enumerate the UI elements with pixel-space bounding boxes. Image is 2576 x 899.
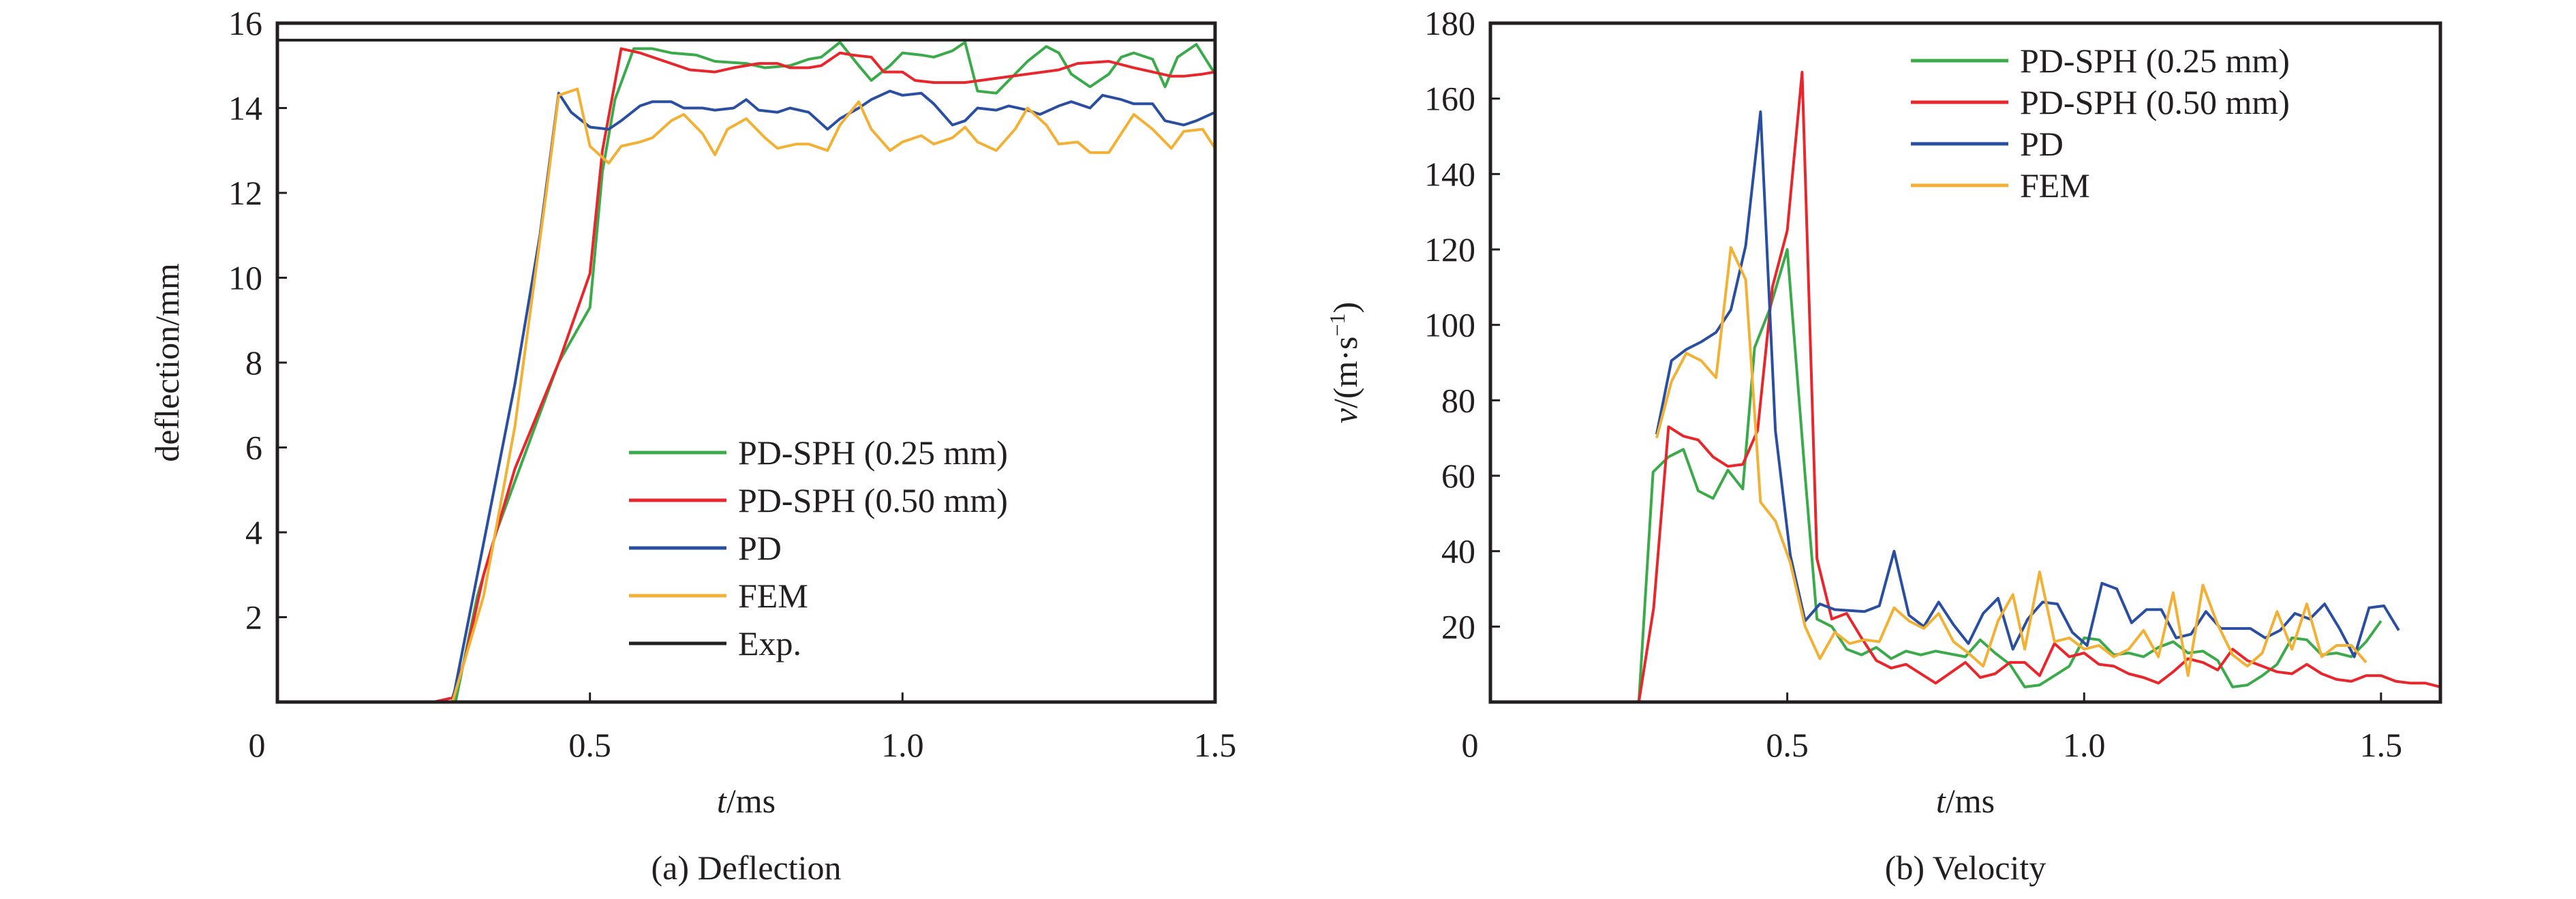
y-tick-label: 4	[245, 513, 262, 551]
legend: PD-SPH (0.25 mm) PD-SPH (0.50 mm) PD FEM Exp…	[629, 433, 1008, 662]
legend-label: FEM	[738, 577, 808, 615]
y-tick-label: 16	[228, 4, 262, 42]
x-tick-label: 1.0	[2063, 726, 2106, 764]
legend-label: PD-SPH (0.50 mm)	[2020, 83, 2290, 121]
y-axis-label-end: )	[1326, 302, 1364, 314]
y-axis-label-sup: −1	[1325, 313, 1349, 336]
y-tick-label: 14	[228, 89, 262, 127]
x-axis-label: t/ms	[717, 782, 776, 820]
series-line-pd-sph-0-25-mm-	[1637, 248, 2382, 703]
x-axis-label-unit: /ms	[726, 782, 776, 820]
legend-label: PD-SPH (0.50 mm)	[738, 481, 1008, 519]
legend-label: PD	[738, 529, 782, 567]
x-tick-label: 1.0	[881, 726, 924, 764]
y-axis-label-unit: /(m·s	[1326, 336, 1364, 408]
x-tick-label: 0	[249, 726, 266, 764]
chart-deflection: 0 0.5 1.0 1.5 2 4 6 8 10 12 14 16 t/ms deflection/mm P…	[148, 4, 1236, 887]
series-line-pd	[1655, 110, 2400, 658]
y-tick-label: 20	[1441, 607, 1475, 645]
y-tick-label: 10	[228, 259, 262, 297]
legend-label: FEM	[2020, 166, 2090, 204]
x-axis-label-var: t	[717, 782, 727, 820]
legend-label: PD-SPH (0.25 mm)	[2020, 42, 2290, 80]
legend-label: PD	[2020, 125, 2064, 163]
legend-item: PD	[1911, 125, 2064, 163]
legend-item: Exp.	[629, 624, 801, 662]
axes-frame	[1488, 21, 2442, 704]
y-tick-label: 60	[1441, 457, 1475, 495]
y-axis-label-var: v	[1326, 408, 1364, 423]
legend-item: PD-SPH (0.25 mm)	[1911, 42, 2290, 80]
series-line-fem	[450, 87, 1216, 703]
series-line-pd	[450, 89, 1216, 703]
x-tick-label: 1.5	[1194, 726, 1237, 764]
y-axis-label: deflection/mm	[148, 263, 186, 462]
y-tick-label: 160	[1424, 80, 1475, 118]
y-tick-label: 100	[1424, 306, 1475, 344]
series-line-pd-sph-0-25-mm-	[433, 41, 1216, 703]
legend-label: Exp.	[738, 624, 801, 662]
legend-item: PD	[629, 529, 782, 567]
y-tick-label: 6	[245, 429, 262, 467]
series-line-pd-sph-0-50-mm-	[433, 47, 1216, 703]
chart-caption: (b) Velocity	[1885, 849, 2046, 887]
x-tick-label: 0	[1462, 726, 1479, 764]
y-tick-label: 80	[1441, 381, 1475, 419]
x-tick-label: 0.5	[1766, 726, 1809, 764]
series-line-fem	[1655, 246, 2367, 677]
legend-item: PD-SPH (0.50 mm)	[629, 481, 1008, 519]
x-tick-label: 1.5	[2360, 726, 2403, 764]
legend-item: FEM	[629, 577, 808, 615]
legend-item: PD-SPH (0.25 mm)	[629, 433, 1008, 472]
x-tick-label: 0.5	[568, 726, 611, 764]
y-tick-label: 120	[1424, 230, 1475, 269]
y-tick-label: 2	[245, 598, 262, 637]
y-tick-label: 40	[1441, 532, 1475, 570]
x-axis-label: t/ms	[1936, 782, 1995, 820]
y-tick-label: 140	[1424, 155, 1475, 193]
y-tick-label: 180	[1424, 4, 1475, 42]
legend-item: FEM	[1911, 166, 2090, 204]
legend-label: PD-SPH (0.25 mm)	[738, 433, 1008, 472]
x-axis-label-var: t	[1936, 782, 1946, 820]
y-axis-label: v/(m·s−1)	[1325, 302, 1364, 423]
legend-item: PD-SPH (0.50 mm)	[1911, 83, 2290, 121]
y-tick-label: 8	[245, 344, 262, 382]
chart-caption: (a) Deflection	[651, 849, 841, 887]
y-tick-label: 12	[228, 174, 262, 212]
chart-velocity: 0 0.5 1.0 1.5 20 40 60 80 100 120 140 160 180 t/ms v/(…	[1325, 4, 2442, 887]
series-line-pd-sph-0-50-mm-	[1490, 70, 2441, 703]
x-axis-label-unit: /ms	[1946, 782, 1995, 820]
